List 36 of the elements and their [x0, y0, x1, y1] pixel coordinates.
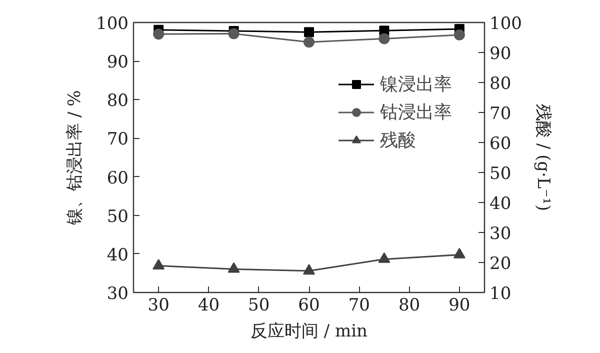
- y2-tick-label: 10: [490, 284, 512, 304]
- point: [228, 28, 240, 40]
- y-tick-label: 90: [106, 52, 129, 73]
- y-tick-label: 40: [106, 245, 129, 266]
- x-tick-label: 40: [198, 296, 220, 316]
- y-tick-label: 100: [96, 14, 129, 34]
- legend-label: 镍浸出率: [380, 73, 452, 96]
- y2-tick-label: 20: [490, 254, 512, 274]
- x-tick-label: 30: [148, 296, 170, 316]
- y-tick-label: 80: [106, 91, 129, 112]
- x-axis-title: 反应时间 / min: [250, 322, 368, 342]
- point: [378, 33, 390, 44]
- y-axis-title: 镍、钴浸出率 / %: [65, 90, 86, 226]
- point: [304, 36, 314, 48]
- y2-tick-label: 90: [490, 44, 512, 64]
- y2-tick-label: 50: [490, 164, 512, 184]
- legend-label: 残酸: [380, 129, 416, 152]
- y-tick-label: 60: [106, 168, 129, 188]
- y2-axis-title: 残酸 / (g·L⁻¹): [532, 104, 553, 212]
- point: [304, 27, 314, 38]
- x-tick-label: 90: [448, 296, 470, 316]
- x-tick-label: 60: [298, 296, 320, 316]
- legend-label: 钴浸出率: [380, 101, 452, 124]
- x-tick-label: 50: [248, 296, 270, 316]
- y2-tick-label: 100: [490, 14, 522, 34]
- y2-tick-label: 70: [490, 104, 512, 124]
- y2-tick-label: 30: [490, 224, 512, 244]
- y-tick-label: 50: [106, 206, 129, 227]
- point: [153, 28, 164, 40]
- x-tick-label: 80: [398, 296, 420, 316]
- x-tick-label: 70: [348, 296, 370, 316]
- y2-tick-label: 60: [490, 134, 512, 154]
- y2-tick-label: 80: [490, 74, 512, 94]
- point: [454, 29, 465, 40]
- y-tick-label: 70: [106, 130, 129, 150]
- y2-tick-label: 40: [490, 194, 512, 214]
